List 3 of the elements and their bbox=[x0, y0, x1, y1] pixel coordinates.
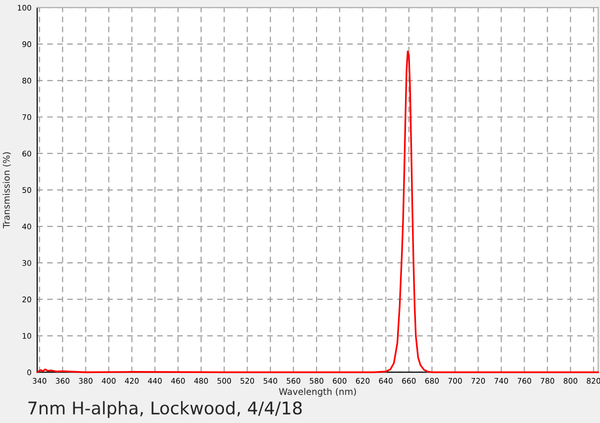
x-axis-title: Wavelength (nm) bbox=[279, 388, 356, 397]
y-axis-title: Transmission (%) bbox=[2, 152, 11, 228]
text: 7nm H-alpha, Lockwood, 4/4/18 bbox=[28, 401, 302, 418]
